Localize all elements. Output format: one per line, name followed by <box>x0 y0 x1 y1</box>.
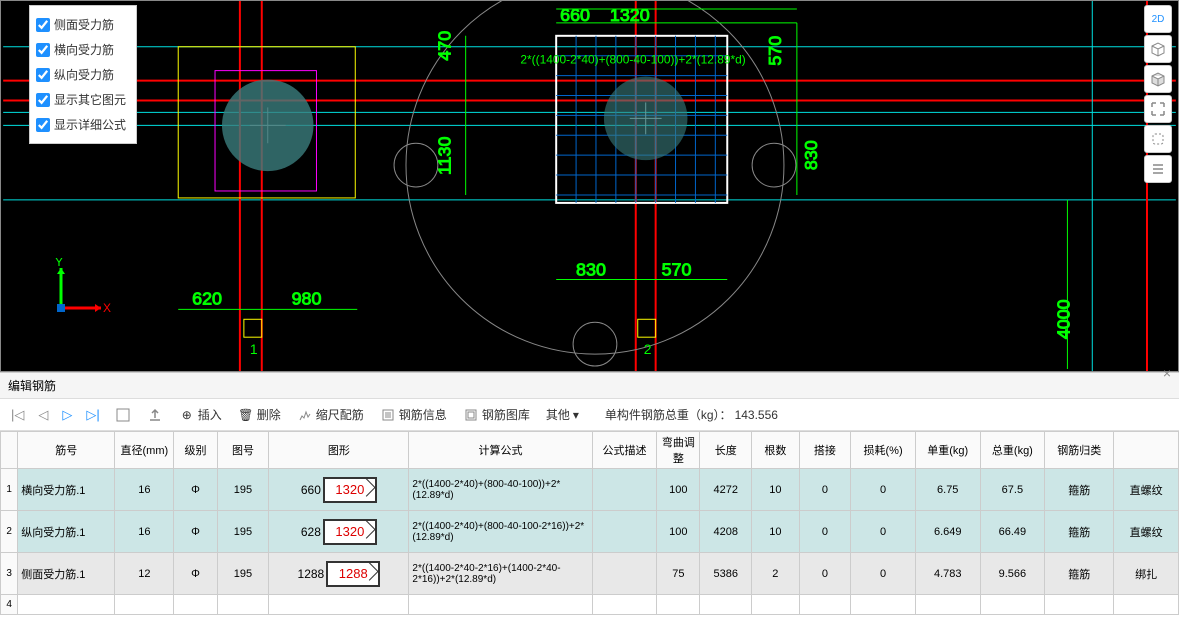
rebar-name: 横向受力筋.1 <box>18 469 115 511</box>
export-icon <box>147 407 163 423</box>
table-row[interactable]: 2纵向受力筋.116Φ19562813202*((1400-2*40)+(800… <box>1 511 1179 553</box>
view-select-button[interactable] <box>1144 125 1172 153</box>
table-row[interactable]: 1横向受力筋.116Φ19566013202*((1400-2*40)+(800… <box>1 469 1179 511</box>
svg-text:830: 830 <box>801 140 821 170</box>
info-action[interactable]: 钢筋信息 <box>376 404 451 425</box>
svg-text:4000: 4000 <box>1053 299 1073 339</box>
panel-title: 编辑钢筋 <box>0 372 1179 399</box>
nav-prev[interactable]: ◁ <box>35 407 51 423</box>
svg-text:1320: 1320 <box>610 5 650 25</box>
view-2d-button[interactable]: 2D <box>1144 5 1172 33</box>
rebar-table[interactable]: 筋号直径(mm)级别 图号图形计算公式 公式描述弯曲调整长度 根数搭接损耗(%)… <box>0 431 1179 644</box>
scale-action[interactable]: 缩尺配筋 <box>293 404 368 425</box>
svg-text:1130: 1130 <box>435 137 455 176</box>
scale-icon <box>297 407 313 423</box>
info-icon <box>380 407 396 423</box>
view-list-button[interactable] <box>1144 155 1172 183</box>
total-weight: 单构件钢筋总重（kg）：143.556 <box>601 404 782 425</box>
toolbar: |◁ ◁ ▷ ▷| ⊕ 插入 🗑 删除 缩尺配筋 钢筋信息 钢筋图库 其他 ▾ … <box>0 399 1179 431</box>
options-panel: 侧面受力筋 横向受力筋 纵向受力筋 显示其它图元 显示详细公式 <box>29 5 137 144</box>
other-dropdown[interactable]: 其他 ▾ <box>542 404 583 425</box>
row-index: 1 <box>1 469 18 511</box>
view-expand-button[interactable] <box>1144 95 1172 123</box>
opt-others[interactable]: 显示其它图元 <box>36 87 126 112</box>
svg-text:570: 570 <box>662 260 692 280</box>
svg-text:2*((1400-2*40)+(800-40-100))+2: 2*((1400-2*40)+(800-40-100))+2*(12.89*d) <box>520 53 745 67</box>
svg-text:Y: Y <box>55 258 63 269</box>
cad-drawing: 470 1130 660 1320 570 830 830 570 620 98… <box>1 1 1178 371</box>
close-panel-icon[interactable]: × <box>1163 365 1171 381</box>
opt-horizontal[interactable]: 横向受力筋 <box>36 37 126 62</box>
opt-vertical[interactable]: 纵向受力筋 <box>36 62 126 87</box>
lib-icon <box>463 407 479 423</box>
svg-text:X: X <box>103 301 111 315</box>
row-index: 2 <box>1 511 18 553</box>
svg-text:570: 570 <box>765 36 785 66</box>
rebar-name: 侧面受力筋.1 <box>18 553 115 595</box>
table-row[interactable]: 3侧面受力筋.112Φ195128812882*((1400-2*40-2*16… <box>1 553 1179 595</box>
svg-text:980: 980 <box>292 288 322 308</box>
insert-action[interactable]: ⊕ 插入 <box>175 404 226 425</box>
delete-icon: 🗑 <box>238 407 254 423</box>
table-header: 筋号直径(mm)级别 图号图形计算公式 公式描述弯曲调整长度 根数搭接损耗(%)… <box>1 432 1179 469</box>
view-iso-button[interactable] <box>1144 35 1172 63</box>
svg-text:470: 470 <box>435 31 455 61</box>
nav-first[interactable]: |◁ <box>8 407 27 423</box>
lib-action[interactable]: 钢筋图库 <box>459 404 534 425</box>
nav-next[interactable]: ▷ <box>59 407 75 423</box>
canvas-area[interactable]: 470 1130 660 1320 570 830 830 570 620 98… <box>0 0 1179 372</box>
svg-text:1: 1 <box>250 341 258 357</box>
svg-text:660: 660 <box>560 5 590 25</box>
rebar-name: 纵向受力筋.1 <box>18 511 115 553</box>
opt-lateral[interactable]: 侧面受力筋 <box>36 12 126 37</box>
nav-last[interactable]: ▷| <box>83 407 102 423</box>
svg-text:2: 2 <box>644 341 652 357</box>
opt-formula[interactable]: 显示详细公式 <box>36 112 126 137</box>
insert-button[interactable] <box>111 405 135 425</box>
svg-text:620: 620 <box>192 288 222 308</box>
coord-origin: X Y <box>51 258 111 321</box>
export-button[interactable] <box>143 405 167 425</box>
table-row-empty[interactable]: 4 <box>1 595 1179 615</box>
add-icon: ⊕ <box>179 407 195 423</box>
row-index: 3 <box>1 553 18 595</box>
view-toolbar: 2D <box>1144 5 1172 183</box>
insert-icon <box>115 407 131 423</box>
delete-action[interactable]: 🗑 删除 <box>234 404 285 425</box>
view-cube-button[interactable] <box>1144 65 1172 93</box>
svg-text:830: 830 <box>576 260 606 280</box>
chevron-down-icon: ▾ <box>573 408 579 422</box>
